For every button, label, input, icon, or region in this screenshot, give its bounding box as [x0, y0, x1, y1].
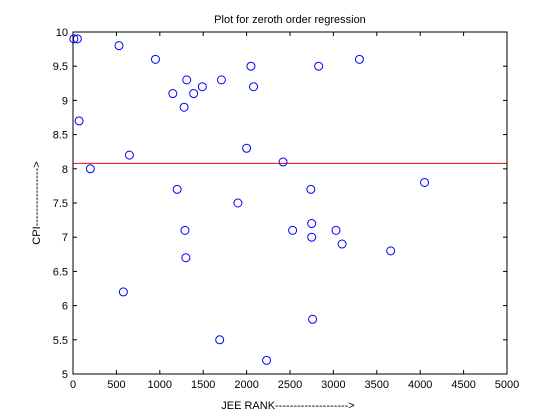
data-point — [180, 225, 190, 235]
data-point — [337, 239, 347, 249]
data-point — [69, 34, 79, 44]
x-tick-label: 5000 — [495, 379, 519, 391]
y-tick-label: 5 — [62, 369, 68, 381]
plot-frame — [72, 31, 508, 375]
data-point — [242, 143, 252, 153]
data-point — [150, 54, 160, 64]
data-point — [233, 198, 243, 208]
data-point — [189, 89, 199, 99]
y-tick-label: 6.5 — [53, 266, 68, 278]
data-point — [168, 89, 178, 99]
data-point — [74, 116, 84, 126]
data-point — [118, 287, 128, 297]
data-point — [179, 102, 189, 112]
x-tick-label: 1000 — [148, 379, 172, 391]
x-tick-label: 3500 — [365, 379, 389, 391]
y-tick-label: 5.5 — [53, 335, 68, 347]
data-point — [181, 253, 191, 263]
data-point — [197, 82, 207, 92]
data-point — [306, 184, 316, 194]
data-point — [288, 225, 298, 235]
y-tick-label: 7.5 — [53, 198, 68, 210]
y-tick-label: 7 — [62, 232, 68, 244]
data-point — [114, 41, 124, 51]
data-point — [354, 54, 364, 64]
data-point — [215, 335, 225, 345]
x-tick-label: 0 — [70, 379, 76, 391]
y-axis-label: CPI----------------> — [31, 161, 43, 244]
x-tick-label: 1500 — [191, 379, 215, 391]
x-tick-label: 4500 — [451, 379, 475, 391]
chart-title: Plot for zeroth order regression — [214, 14, 366, 26]
data-point — [308, 314, 318, 324]
y-tick-label: 6 — [62, 301, 68, 313]
data-point — [307, 219, 317, 229]
y-tick-labels: 5 5.5 6 6.5 7 7.5 8 8.5 9 9.5 10 — [53, 27, 68, 381]
data-point — [420, 177, 430, 187]
data-point — [262, 355, 272, 365]
data-point — [246, 61, 256, 71]
y-tick-label: 9 — [62, 95, 68, 107]
y-tick-label: 9.5 — [53, 61, 68, 73]
x-tick-label: 2000 — [234, 379, 258, 391]
y-tick-label: 8 — [62, 164, 68, 176]
x-tick-labels: 0 500 1000 1500 2000 2500 3000 3500 4000 4500 5000 — [70, 379, 519, 391]
data-points — [69, 34, 430, 365]
data-point — [124, 150, 134, 160]
x-tick-label: 500 — [107, 379, 125, 391]
data-point — [314, 61, 324, 71]
x-axis-label: JEE RANK--------------------> — [221, 400, 354, 412]
x-tick-label: 3000 — [321, 379, 345, 391]
x-tick-label: 2500 — [278, 379, 302, 391]
data-point — [307, 232, 317, 242]
data-point — [172, 184, 182, 194]
data-point — [182, 75, 192, 85]
data-point — [331, 225, 341, 235]
data-point — [386, 246, 396, 256]
y-tick-label: 10 — [56, 27, 68, 39]
data-point — [249, 82, 259, 92]
plot-background — [73, 32, 507, 374]
data-point — [216, 75, 226, 85]
data-point — [85, 164, 95, 174]
y-tick-label: 8.5 — [53, 130, 68, 142]
plot-area — [73, 32, 507, 374]
data-point — [278, 157, 288, 167]
x-tick-label: 4000 — [408, 379, 432, 391]
